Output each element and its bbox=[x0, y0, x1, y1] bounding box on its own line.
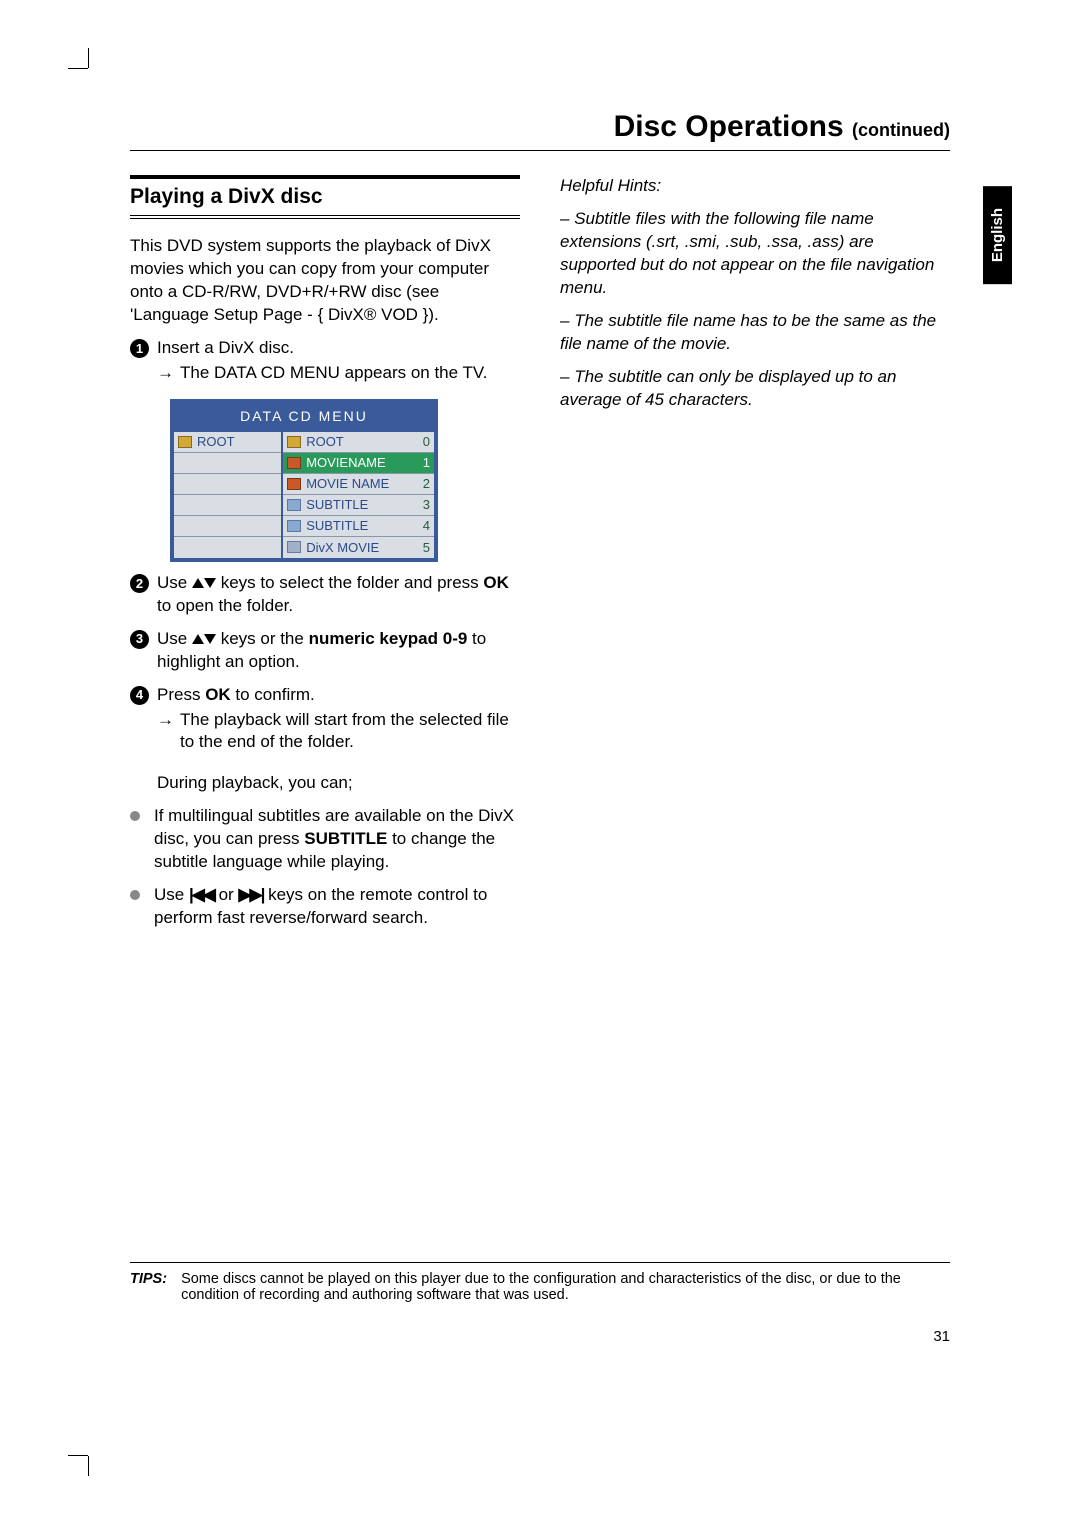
mv-icon bbox=[287, 457, 301, 469]
page-title: Disc Operations (continued) bbox=[130, 110, 950, 151]
menu-row-number: 3 bbox=[423, 496, 430, 514]
left-column: Playing a DivX disc This DVD system supp… bbox=[130, 175, 520, 930]
menu-row-label: SUBTITLE bbox=[306, 496, 368, 514]
step-4-b: to confirm. bbox=[231, 685, 315, 704]
bullet-2-b: or bbox=[214, 885, 239, 904]
up-icon bbox=[192, 578, 204, 588]
menu-row-label: ROOT bbox=[306, 433, 344, 451]
menu-row-label: SUBTITLE bbox=[306, 517, 368, 535]
keypad-label: numeric keypad 0-9 bbox=[309, 629, 468, 648]
menu-row: DivX MOVIE 5 bbox=[283, 537, 434, 558]
hint-1: – Subtitle files with the following file… bbox=[560, 208, 950, 300]
tips-label: TIPS: bbox=[130, 1271, 167, 1303]
up-icon bbox=[192, 634, 204, 644]
step-2: 2 Use keys to select the folder and pres… bbox=[130, 572, 520, 618]
step-1: 1 Insert a DivX disc. → The DATA CD MENU… bbox=[130, 337, 520, 385]
right-column: Helpful Hints: – Subtitle files with the… bbox=[560, 175, 950, 930]
step-4: 4 Press OK to confirm. → The playback wi… bbox=[130, 684, 520, 755]
menu-row: SUBTITLE 3 bbox=[283, 495, 434, 516]
during-playback-text: During playback, you can; bbox=[157, 772, 520, 795]
bullet-icon bbox=[130, 811, 140, 821]
mv-icon bbox=[287, 478, 301, 490]
step-3: 3 Use keys or the numeric keypad 0-9 to … bbox=[130, 628, 520, 674]
step-3-b: keys or the bbox=[216, 629, 309, 648]
menu-row bbox=[174, 537, 281, 558]
sb-icon bbox=[287, 520, 301, 532]
step-badge-3: 3 bbox=[130, 630, 149, 649]
menu-row-number: 5 bbox=[423, 539, 430, 557]
menu-row bbox=[174, 495, 281, 516]
menu-row bbox=[174, 474, 281, 495]
menu-row-label: MOVIE NAME bbox=[306, 475, 389, 493]
page-content: Disc Operations (continued) English Play… bbox=[130, 110, 950, 930]
step-2-c: to open the folder. bbox=[157, 596, 293, 615]
menu-row-label: DivX MOVIE bbox=[306, 539, 379, 557]
menu-row: SUBTITLE 4 bbox=[283, 516, 434, 537]
menu-row: ROOT bbox=[174, 432, 281, 453]
menu-row-label: ROOT bbox=[197, 433, 235, 451]
forward-icon: ▶▶| bbox=[238, 885, 263, 904]
menu-row-number: 2 bbox=[423, 475, 430, 493]
title-continued: (continued) bbox=[852, 120, 950, 140]
menu-row-number: 0 bbox=[423, 433, 430, 451]
bullet-icon bbox=[130, 890, 140, 900]
step-1-text: Insert a DivX disc. bbox=[157, 337, 520, 360]
data-cd-menu-figure: DATA CD MENU ROOT ROOT 0 MOVIENAME 1 MOVIE N… bbox=[170, 399, 438, 562]
tips-footer: TIPS: Some discs cannot be played on thi… bbox=[130, 1262, 950, 1303]
title-main: Disc Operations bbox=[614, 110, 844, 143]
step-3-a: Use bbox=[157, 629, 192, 648]
menu-row: MOVIE NAME 2 bbox=[283, 474, 434, 495]
menu-row: ROOT 0 bbox=[283, 432, 434, 453]
subtitle-label: SUBTITLE bbox=[304, 829, 387, 848]
ok-label: OK bbox=[205, 685, 231, 704]
menu-row-number: 1 bbox=[423, 454, 430, 472]
menu-row bbox=[174, 453, 281, 474]
page-number: 31 bbox=[933, 1328, 950, 1345]
arrow-icon: → bbox=[157, 362, 174, 385]
menu-title: DATA CD MENU bbox=[174, 403, 434, 432]
folder-icon bbox=[287, 436, 301, 448]
step-badge-2: 2 bbox=[130, 574, 149, 593]
arrow-icon: → bbox=[157, 709, 174, 755]
ok-label: OK bbox=[483, 573, 509, 592]
step-4-a: Press bbox=[157, 685, 205, 704]
intro-paragraph: This DVD system supports the playback of… bbox=[130, 235, 520, 327]
dx-icon bbox=[287, 541, 301, 553]
step-1-sub: The DATA CD MENU appears on the TV. bbox=[180, 362, 487, 385]
menu-row-label: MOVIENAME bbox=[306, 454, 385, 472]
tips-text: Some discs cannot be played on this play… bbox=[181, 1271, 950, 1303]
folder-icon bbox=[178, 436, 192, 448]
hints-label: Helpful Hints: bbox=[560, 175, 950, 198]
hint-3: – The subtitle can only be displayed up … bbox=[560, 366, 950, 412]
step-2-a: Use bbox=[157, 573, 192, 592]
bullet-1: If multilingual subtitles are available … bbox=[130, 805, 520, 874]
step-badge-4: 4 bbox=[130, 686, 149, 705]
bullet-2-a: Use bbox=[154, 885, 189, 904]
down-icon bbox=[204, 634, 216, 644]
step-2-b: keys to select the folder and press bbox=[216, 573, 483, 592]
bullet-2: Use |◀◀ or ▶▶| keys on the remote contro… bbox=[130, 884, 520, 930]
sb-icon bbox=[287, 499, 301, 511]
section-heading: Playing a DivX disc bbox=[130, 175, 520, 219]
rewind-icon: |◀◀ bbox=[189, 885, 214, 904]
language-tab: English bbox=[983, 186, 1012, 284]
step-badge-1: 1 bbox=[130, 339, 149, 358]
menu-row bbox=[174, 516, 281, 537]
menu-row-number: 4 bbox=[423, 517, 430, 535]
menu-row: MOVIENAME 1 bbox=[283, 453, 434, 474]
step-4-sub: The playback will start from the selecte… bbox=[180, 709, 520, 755]
down-icon bbox=[204, 578, 216, 588]
hint-2: – The subtitle file name has to be the s… bbox=[560, 310, 950, 356]
